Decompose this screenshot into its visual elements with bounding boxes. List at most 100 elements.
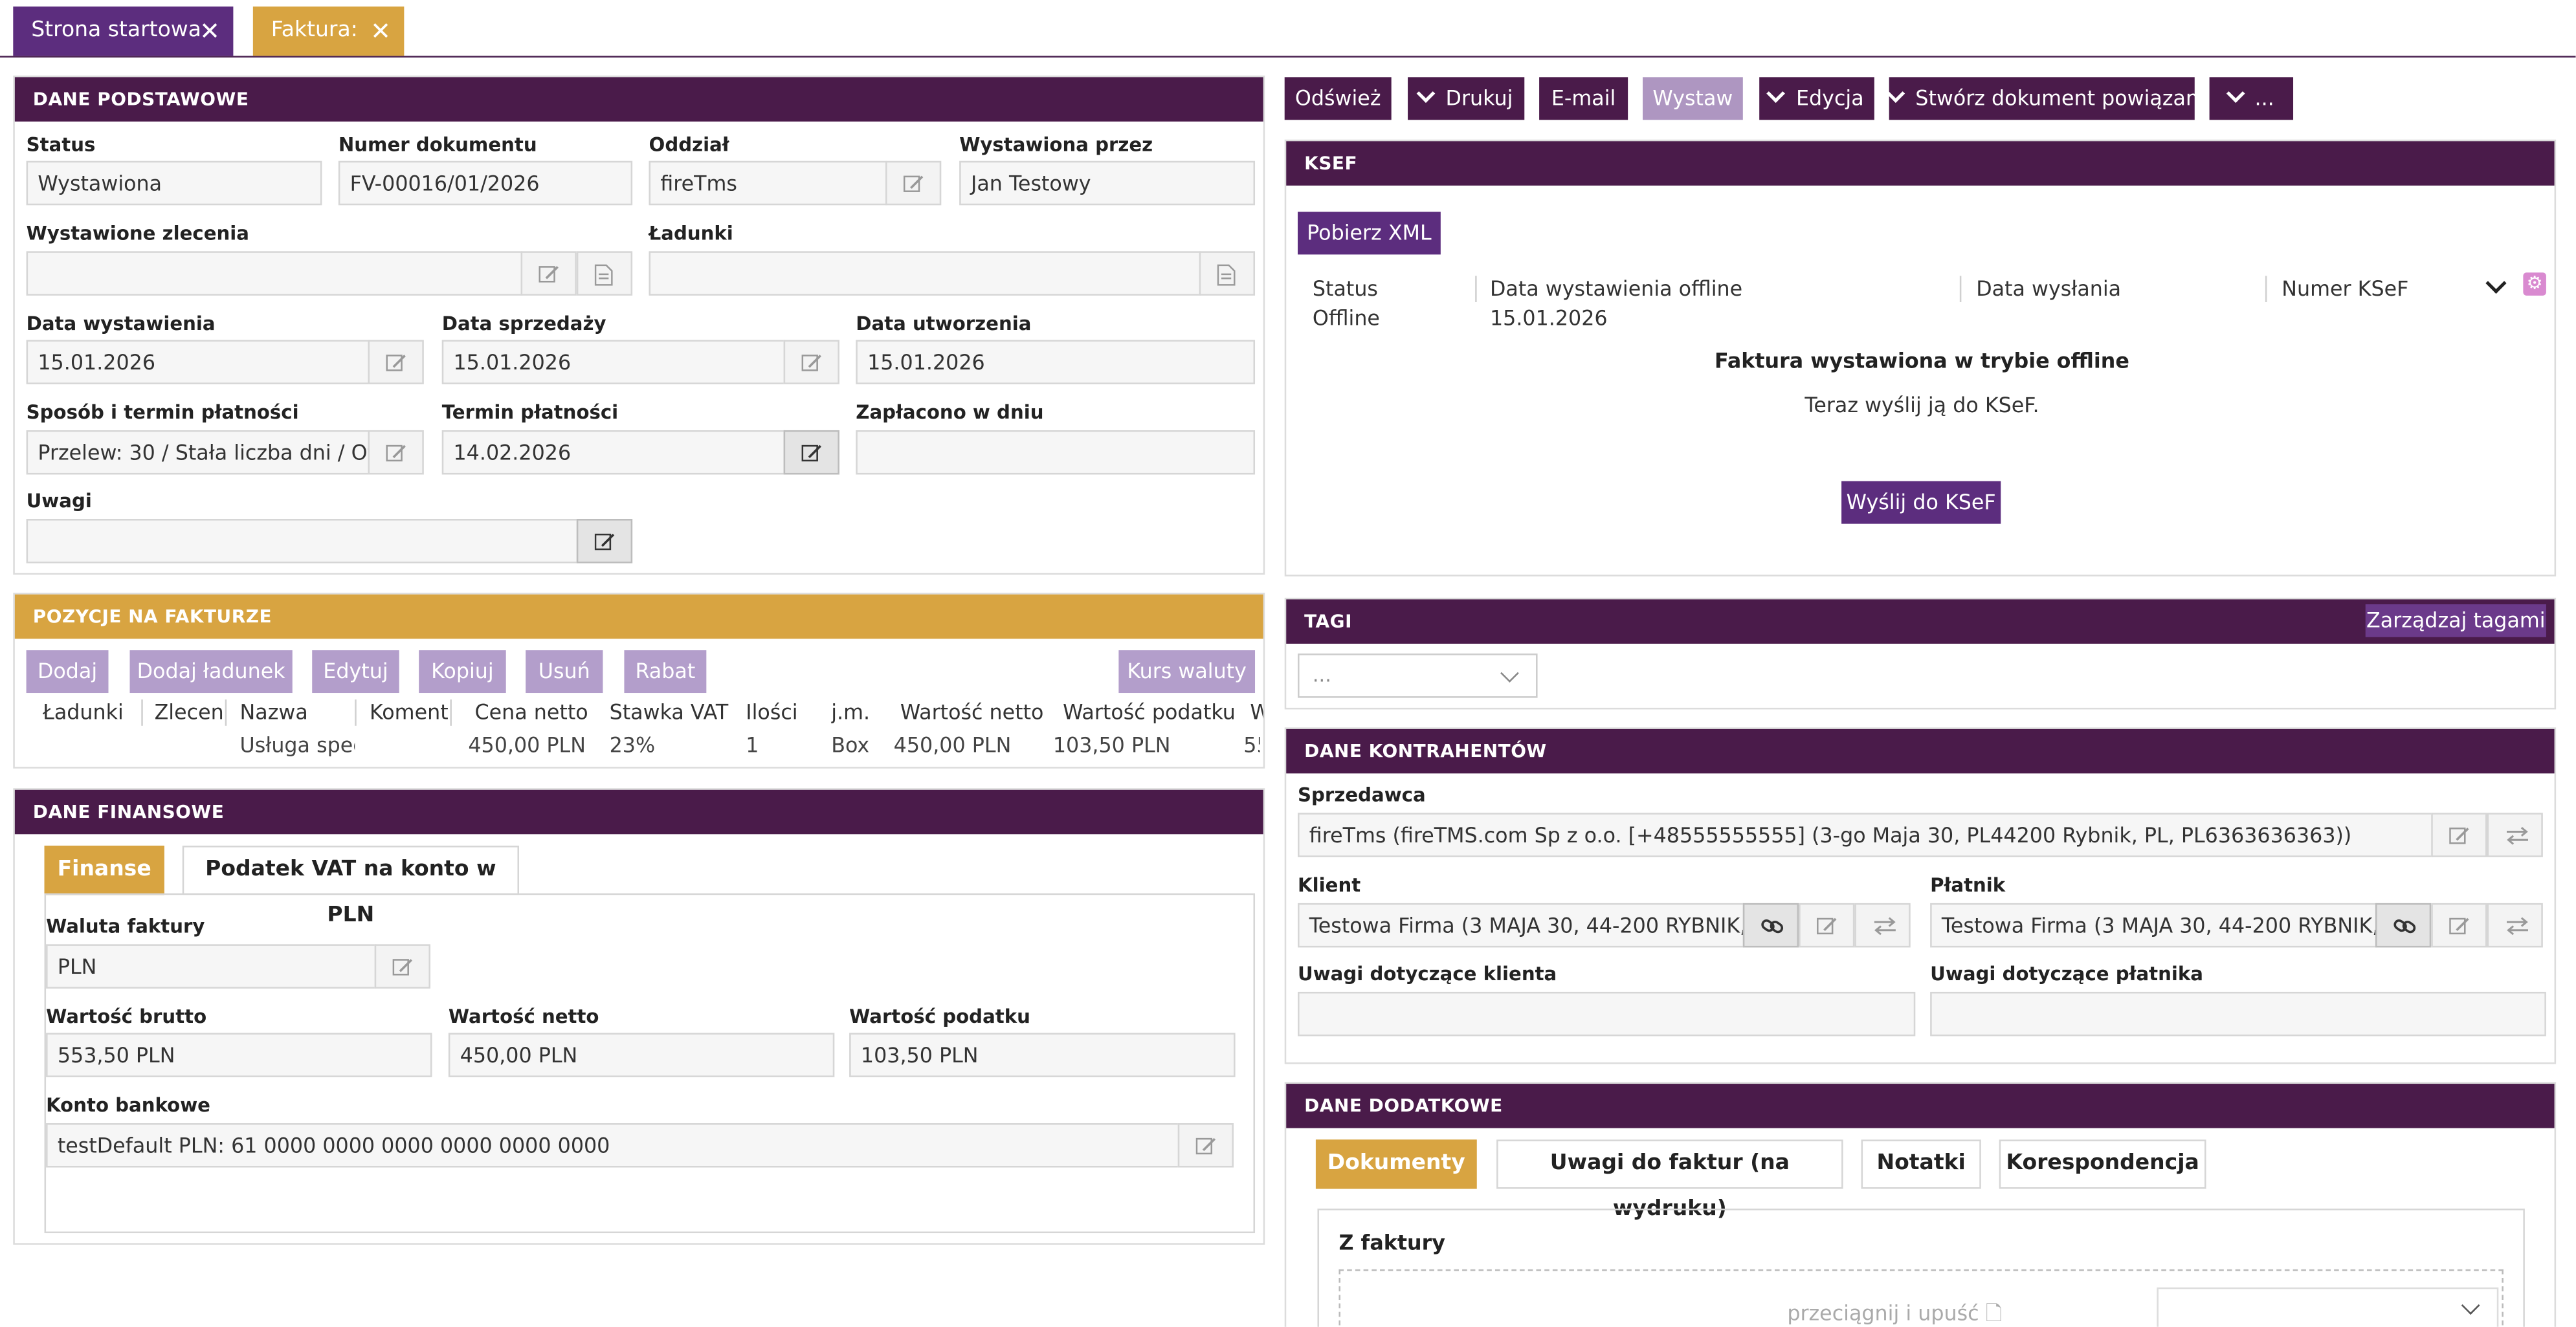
paid-on-field[interactable] [856, 430, 1256, 475]
dropzone-text: przeciągnij i upuść 🗋 [1787, 1300, 2003, 1326]
refresh-button[interactable]: Odśwież [1284, 77, 1392, 120]
column-header[interactable]: Stawka VAT [609, 699, 729, 725]
document-icon[interactable] [576, 251, 633, 296]
column-header[interactable]: Nazwa [239, 699, 308, 725]
payer-notes-label: Uwagi dotyczące płatnika [1930, 962, 2204, 985]
payment-due-field[interactable]: 14.02.2026 [441, 430, 786, 475]
email-button[interactable]: E-mail [1539, 77, 1628, 120]
payer-field[interactable]: Testowa Firma (3 MAJA 30, 44-200 RYBNIK,… [1930, 903, 2377, 948]
table-cell[interactable]: 23% [609, 732, 656, 758]
column-header[interactable]: Cena netto [474, 699, 588, 725]
tab-vat-pln[interactable]: Podatek VAT na konto w PLN [182, 846, 520, 928]
table-cell[interactable]: 1 [746, 732, 759, 758]
chevron-down-icon [2461, 1296, 2480, 1315]
tax-value-field[interactable]: 103,50 PLN [849, 1033, 1236, 1077]
edit-icon[interactable] [2431, 903, 2487, 948]
created-date-field[interactable]: 15.01.2026 [856, 340, 1256, 384]
discount-button[interactable]: Rabat [624, 650, 707, 694]
edit-icon[interactable] [374, 944, 430, 989]
edit-icon[interactable] [520, 251, 577, 296]
sale-date-field[interactable]: 15.01.2026 [441, 340, 786, 384]
tab-finance[interactable]: Finanse [44, 846, 164, 895]
document-icon[interactable] [1199, 251, 1256, 296]
table-cell[interactable]: 553,50 PLN [1243, 732, 1260, 758]
issued-orders-field[interactable] [26, 251, 523, 296]
add-button[interactable]: Dodaj [26, 650, 109, 694]
copy-button[interactable]: Kopiuj [419, 650, 506, 694]
column-header[interactable]: Ilości [746, 699, 798, 725]
invoice-currency-field[interactable]: PLN [46, 944, 377, 989]
table-cell[interactable]: Box [831, 732, 870, 758]
payment-due-label: Termin płatności [441, 400, 619, 424]
branch-field[interactable]: fireTms [649, 160, 887, 206]
tab-correspondence[interactable]: Korespondencja [1999, 1139, 2206, 1189]
swap-icon[interactable] [1854, 903, 1911, 948]
edit-icon[interactable] [1177, 1123, 1234, 1168]
notes-field[interactable] [26, 519, 579, 564]
chevron-down-icon[interactable] [2485, 272, 2507, 294]
edit-icon[interactable] [368, 430, 424, 475]
edit-menu-button[interactable]: Edycja [1759, 77, 1874, 120]
table-cell[interactable]: Usługa spedycyjna [239, 732, 355, 758]
column-header[interactable]: Ładunki [42, 699, 124, 725]
tab-invoice-notes[interactable]: Uwagi do faktur (na wydruku) [1496, 1139, 1843, 1222]
table-cell[interactable]: 450,00 PLN [893, 732, 1012, 758]
issue-date-field[interactable]: 15.01.2026 [26, 340, 370, 384]
invoice-positions-header: POZYCJE NA FAKTURZE [14, 594, 1263, 639]
table-cell[interactable]: 103,50 PLN [1052, 732, 1171, 758]
edit-icon[interactable] [1799, 903, 1855, 948]
table-cell[interactable]: 450,00 PLN [468, 732, 586, 758]
edit-button[interactable]: Edytuj [312, 650, 399, 694]
app-tab-invoice[interactable]: Faktura: ✕ [252, 6, 405, 56]
document-number-field[interactable]: FV-00016/01/2026 [338, 160, 633, 206]
send-to-ksef-button[interactable]: Wyślij do KSeF [1841, 481, 2001, 524]
app-tab-strip [0, 0, 2576, 58]
more-actions-button[interactable]: ... [2209, 77, 2294, 120]
edit-icon[interactable] [885, 160, 942, 206]
net-value-field[interactable]: 450,00 PLN [448, 1033, 835, 1077]
settings-icon[interactable]: ⚙ [2523, 272, 2546, 296]
print-button[interactable]: Drukuj [1408, 77, 1525, 120]
column-header[interactable]: Wartość netto [900, 699, 1044, 725]
edit-icon[interactable] [576, 519, 633, 564]
column-header[interactable]: Zlecen [154, 699, 224, 725]
document-icon: 🗋 [1985, 1300, 2003, 1326]
loads-field[interactable] [649, 251, 1201, 296]
download-xml-button[interactable]: Pobierz XML [1298, 212, 1441, 255]
add-load-button[interactable]: Dodaj ładunek [129, 650, 293, 694]
client-notes-field[interactable] [1298, 991, 1916, 1036]
edit-icon[interactable] [2431, 813, 2487, 857]
tab-documents[interactable]: Dokumenty [1315, 1139, 1477, 1189]
close-icon[interactable]: ✕ [199, 16, 221, 47]
column-header[interactable]: W [1250, 699, 1263, 724]
issued-by-field[interactable]: Jan Testowy [959, 160, 1256, 206]
client-field[interactable]: Testowa Firma (3 MAJA 30, 44-200 RYBNIK,… [1298, 903, 1745, 948]
currency-rate-button[interactable]: Kurs waluty [1118, 650, 1256, 694]
column-header[interactable]: Komentarz [370, 699, 449, 725]
payment-method-field[interactable]: Przelew: 30 / Stała liczba dni / Otrzyma… [26, 430, 370, 475]
issue-button[interactable]: Wystaw [1643, 77, 1743, 120]
link-icon[interactable] [2375, 903, 2432, 948]
manage-tags-button[interactable]: Zarządzaj tagami [2365, 604, 2546, 637]
edit-icon[interactable] [783, 430, 839, 475]
tab-notes[interactable]: Notatki [1861, 1139, 1981, 1189]
status-field[interactable]: Wystawiona [26, 160, 322, 206]
file-type-select[interactable] [2157, 1287, 2499, 1327]
column-header[interactable]: j.m. [831, 699, 871, 725]
seller-field[interactable]: fireTms (fireTMS.com Sp z o.o. [+4855555… [1298, 813, 2433, 857]
create-related-document-button[interactable]: Stwórz dokument powiązany [1886, 77, 2211, 120]
edit-icon[interactable] [783, 340, 839, 384]
column-header[interactable]: Wartość podatku [1063, 699, 1236, 725]
dropzone[interactable]: przeciągnij i upuść 🗋 [1338, 1269, 2504, 1327]
link-icon[interactable] [1742, 903, 1799, 948]
tags-select[interactable]: ... [1298, 653, 1538, 698]
app-tab-home[interactable]: Strona startowa ✕ [13, 6, 234, 56]
delete-button[interactable]: Usuń [526, 650, 603, 694]
edit-icon[interactable] [368, 340, 424, 384]
gross-value-field[interactable]: 553,50 PLN [46, 1033, 432, 1077]
swap-icon[interactable] [2487, 813, 2543, 857]
payer-notes-field[interactable] [1930, 991, 2546, 1036]
swap-icon[interactable] [2487, 903, 2543, 948]
close-icon[interactable]: ✕ [370, 16, 392, 47]
bank-account-field[interactable]: testDefault PLN: 61 0000 0000 0000 0000 … [46, 1123, 1180, 1168]
